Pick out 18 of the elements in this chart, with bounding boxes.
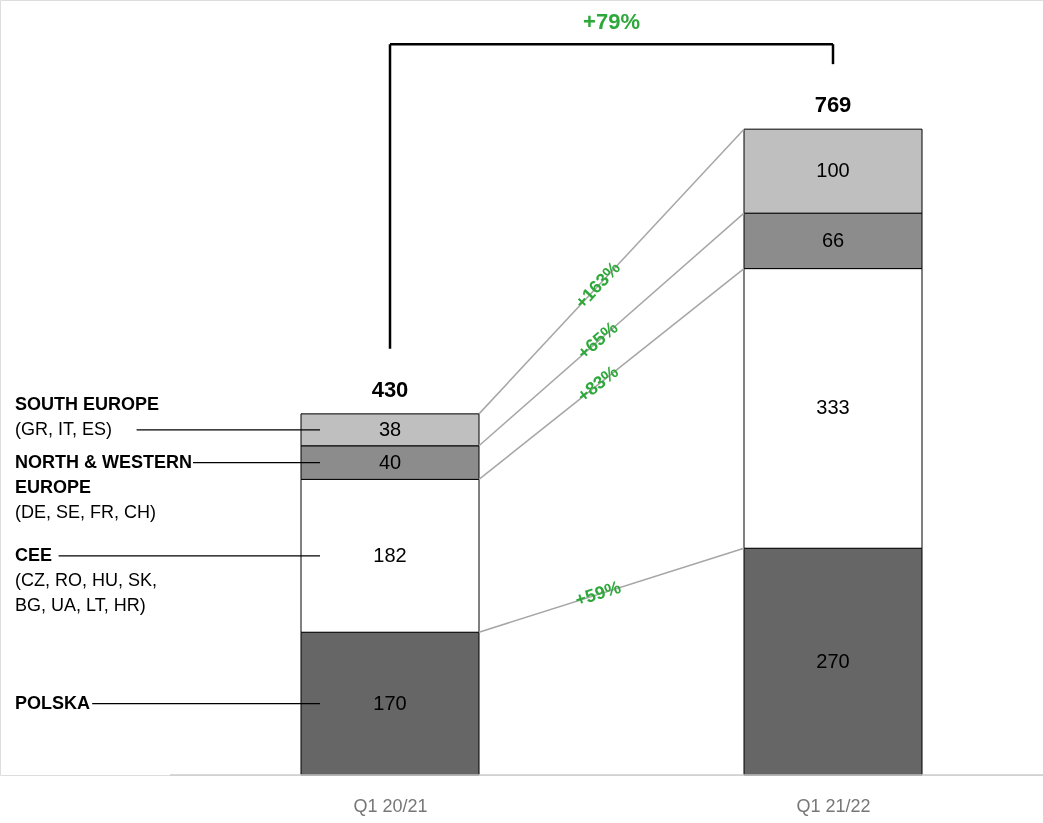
data-label: 38	[378, 417, 402, 440]
x-tick-label: Q1 20/21	[353, 795, 428, 816]
text: POLSKA	[15, 692, 91, 713]
annotation: +59%	[572, 576, 624, 611]
data-label: 182	[373, 543, 407, 566]
x-tick-label: Q1 21/22	[796, 795, 871, 816]
text: CEE (CZ, RO, HU, SK, BG, UA, LT, HR)	[15, 544, 158, 615]
text: NORTH & WESTERN EUROPE (DE, SE, FR, CH)	[15, 451, 192, 522]
data-label: 270	[816, 649, 850, 672]
data-label: 333	[816, 396, 850, 419]
text: +79%	[583, 9, 640, 35]
total-label: 430	[371, 376, 409, 402]
data-label: 100	[816, 159, 850, 182]
data-label: 170	[373, 691, 407, 714]
data-label: 66	[821, 228, 845, 251]
data-label: 40	[378, 450, 402, 473]
text: SOUTH EUROPE (GR, IT, ES)	[15, 393, 160, 439]
total-label: 769	[814, 92, 852, 118]
